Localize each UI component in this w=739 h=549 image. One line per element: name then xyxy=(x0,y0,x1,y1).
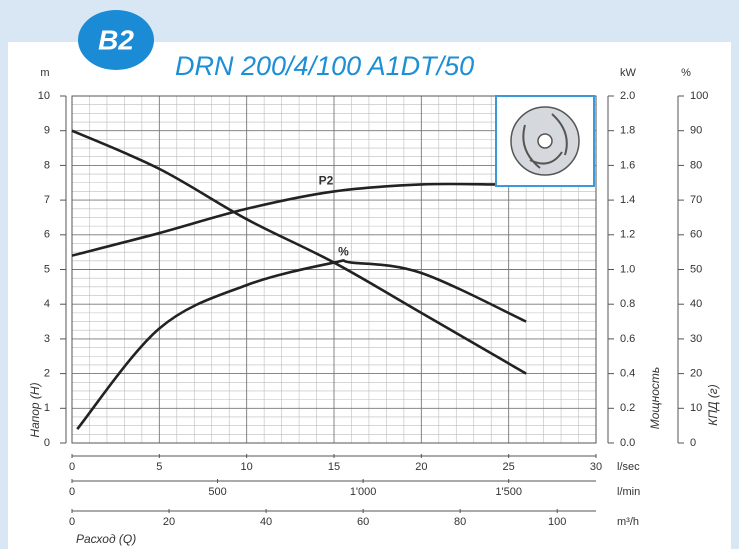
x-tick-label: 10 xyxy=(241,461,253,473)
x-tick-label: 500 xyxy=(208,486,226,498)
y-tick-label: 0 xyxy=(44,437,50,449)
y-tick-label: 1 xyxy=(44,402,50,414)
y2-tick-label: 0.0 xyxy=(620,437,635,449)
y2-tick-label: 0.4 xyxy=(620,368,635,380)
impeller-icon xyxy=(495,95,595,187)
y3-tick-label: 10 xyxy=(690,402,702,414)
plot-frame xyxy=(71,95,597,444)
icon-hub xyxy=(537,133,553,149)
x-tick-label: 0 xyxy=(69,461,75,473)
curve xyxy=(71,182,497,257)
curve-label: P2 xyxy=(319,174,334,188)
y-tick-label: 8 xyxy=(44,159,50,171)
y2-tick-label: 2.0 xyxy=(620,90,635,102)
y-tick-label: 10 xyxy=(38,90,50,102)
y2-tick-label: 0.8 xyxy=(620,298,635,310)
y-label: Напор (H) xyxy=(28,382,42,437)
y-tick-label: 9 xyxy=(44,125,50,137)
y3-tick-label: 80 xyxy=(690,159,702,171)
y2-unit: kW xyxy=(620,67,637,79)
y-tick-label: 3 xyxy=(44,333,50,345)
y2-tick-label: 1.2 xyxy=(620,229,635,241)
y-tick-label: 6 xyxy=(44,229,50,241)
curve xyxy=(71,129,527,375)
icon-vanes xyxy=(522,113,568,169)
y3-tick-label: 30 xyxy=(690,333,702,345)
x-tick-label: 1'500 xyxy=(495,486,522,498)
y-unit: m xyxy=(40,67,49,79)
y3-tick-label: 0 xyxy=(690,437,696,449)
y3-tick-label: 100 xyxy=(690,90,708,102)
y2-tick-label: 1.6 xyxy=(620,159,635,171)
y2-tick-label: 0.2 xyxy=(620,402,635,414)
y-tick-label: 2 xyxy=(44,368,50,380)
x-tick-label: 0 xyxy=(69,486,75,498)
y3-tick-label: 20 xyxy=(690,368,702,380)
x-label: Расход (Q) xyxy=(76,532,136,546)
plot: 0 1 2 3 4 5 6 7 8 9 10 0.0 0.2 0.4 0.6 0.8 1.0 1.2 1.4 1.6 1… xyxy=(38,90,709,528)
y-tick-label: 5 xyxy=(44,263,50,275)
y2-tick-label: 1.8 xyxy=(620,125,635,137)
x-tick-label: 15 xyxy=(328,461,340,473)
x-unit: m³/h xyxy=(617,516,639,528)
y3-unit: % xyxy=(681,67,691,79)
y3-tick-label: 50 xyxy=(690,263,702,275)
curve xyxy=(76,259,527,430)
x-tick-label: 60 xyxy=(357,516,369,528)
x-tick-label: 20 xyxy=(415,461,427,473)
y3-tick-label: 60 xyxy=(690,229,702,241)
y3-tick-label: 70 xyxy=(690,194,702,206)
y-tick-label: 4 xyxy=(44,298,50,310)
y3-tick-label: 90 xyxy=(690,125,702,137)
x-tick-label: 25 xyxy=(503,461,515,473)
curve-label: % xyxy=(338,245,349,259)
y3-tick-label: 40 xyxy=(690,298,702,310)
x-tick-label: 0 xyxy=(69,516,75,528)
x-tick-label: 1'000 xyxy=(350,486,377,498)
y2-tick-label: 0.6 xyxy=(620,333,635,345)
x-unit: l/sec xyxy=(617,461,640,473)
x-tick-label: 100 xyxy=(548,516,566,528)
badge xyxy=(78,10,154,70)
badge-text: B2 xyxy=(98,24,134,55)
x-tick-label: 40 xyxy=(260,516,272,528)
chart-title: DRN 200/4/100 A1DT/50 xyxy=(175,51,474,81)
y2-tick-label: 1.4 xyxy=(620,194,635,206)
x-tick-label: 20 xyxy=(163,516,175,528)
y3-label: КПД (г) xyxy=(706,384,720,425)
x-tick-label: 30 xyxy=(590,461,602,473)
x-unit: l/min xyxy=(617,486,640,498)
y2-tick-label: 1.0 xyxy=(620,263,635,275)
y2-label: Мощность xyxy=(648,367,662,429)
y-tick-label: 7 xyxy=(44,194,50,206)
x-tick-label: 5 xyxy=(156,461,162,473)
x-tick-label: 80 xyxy=(454,516,466,528)
